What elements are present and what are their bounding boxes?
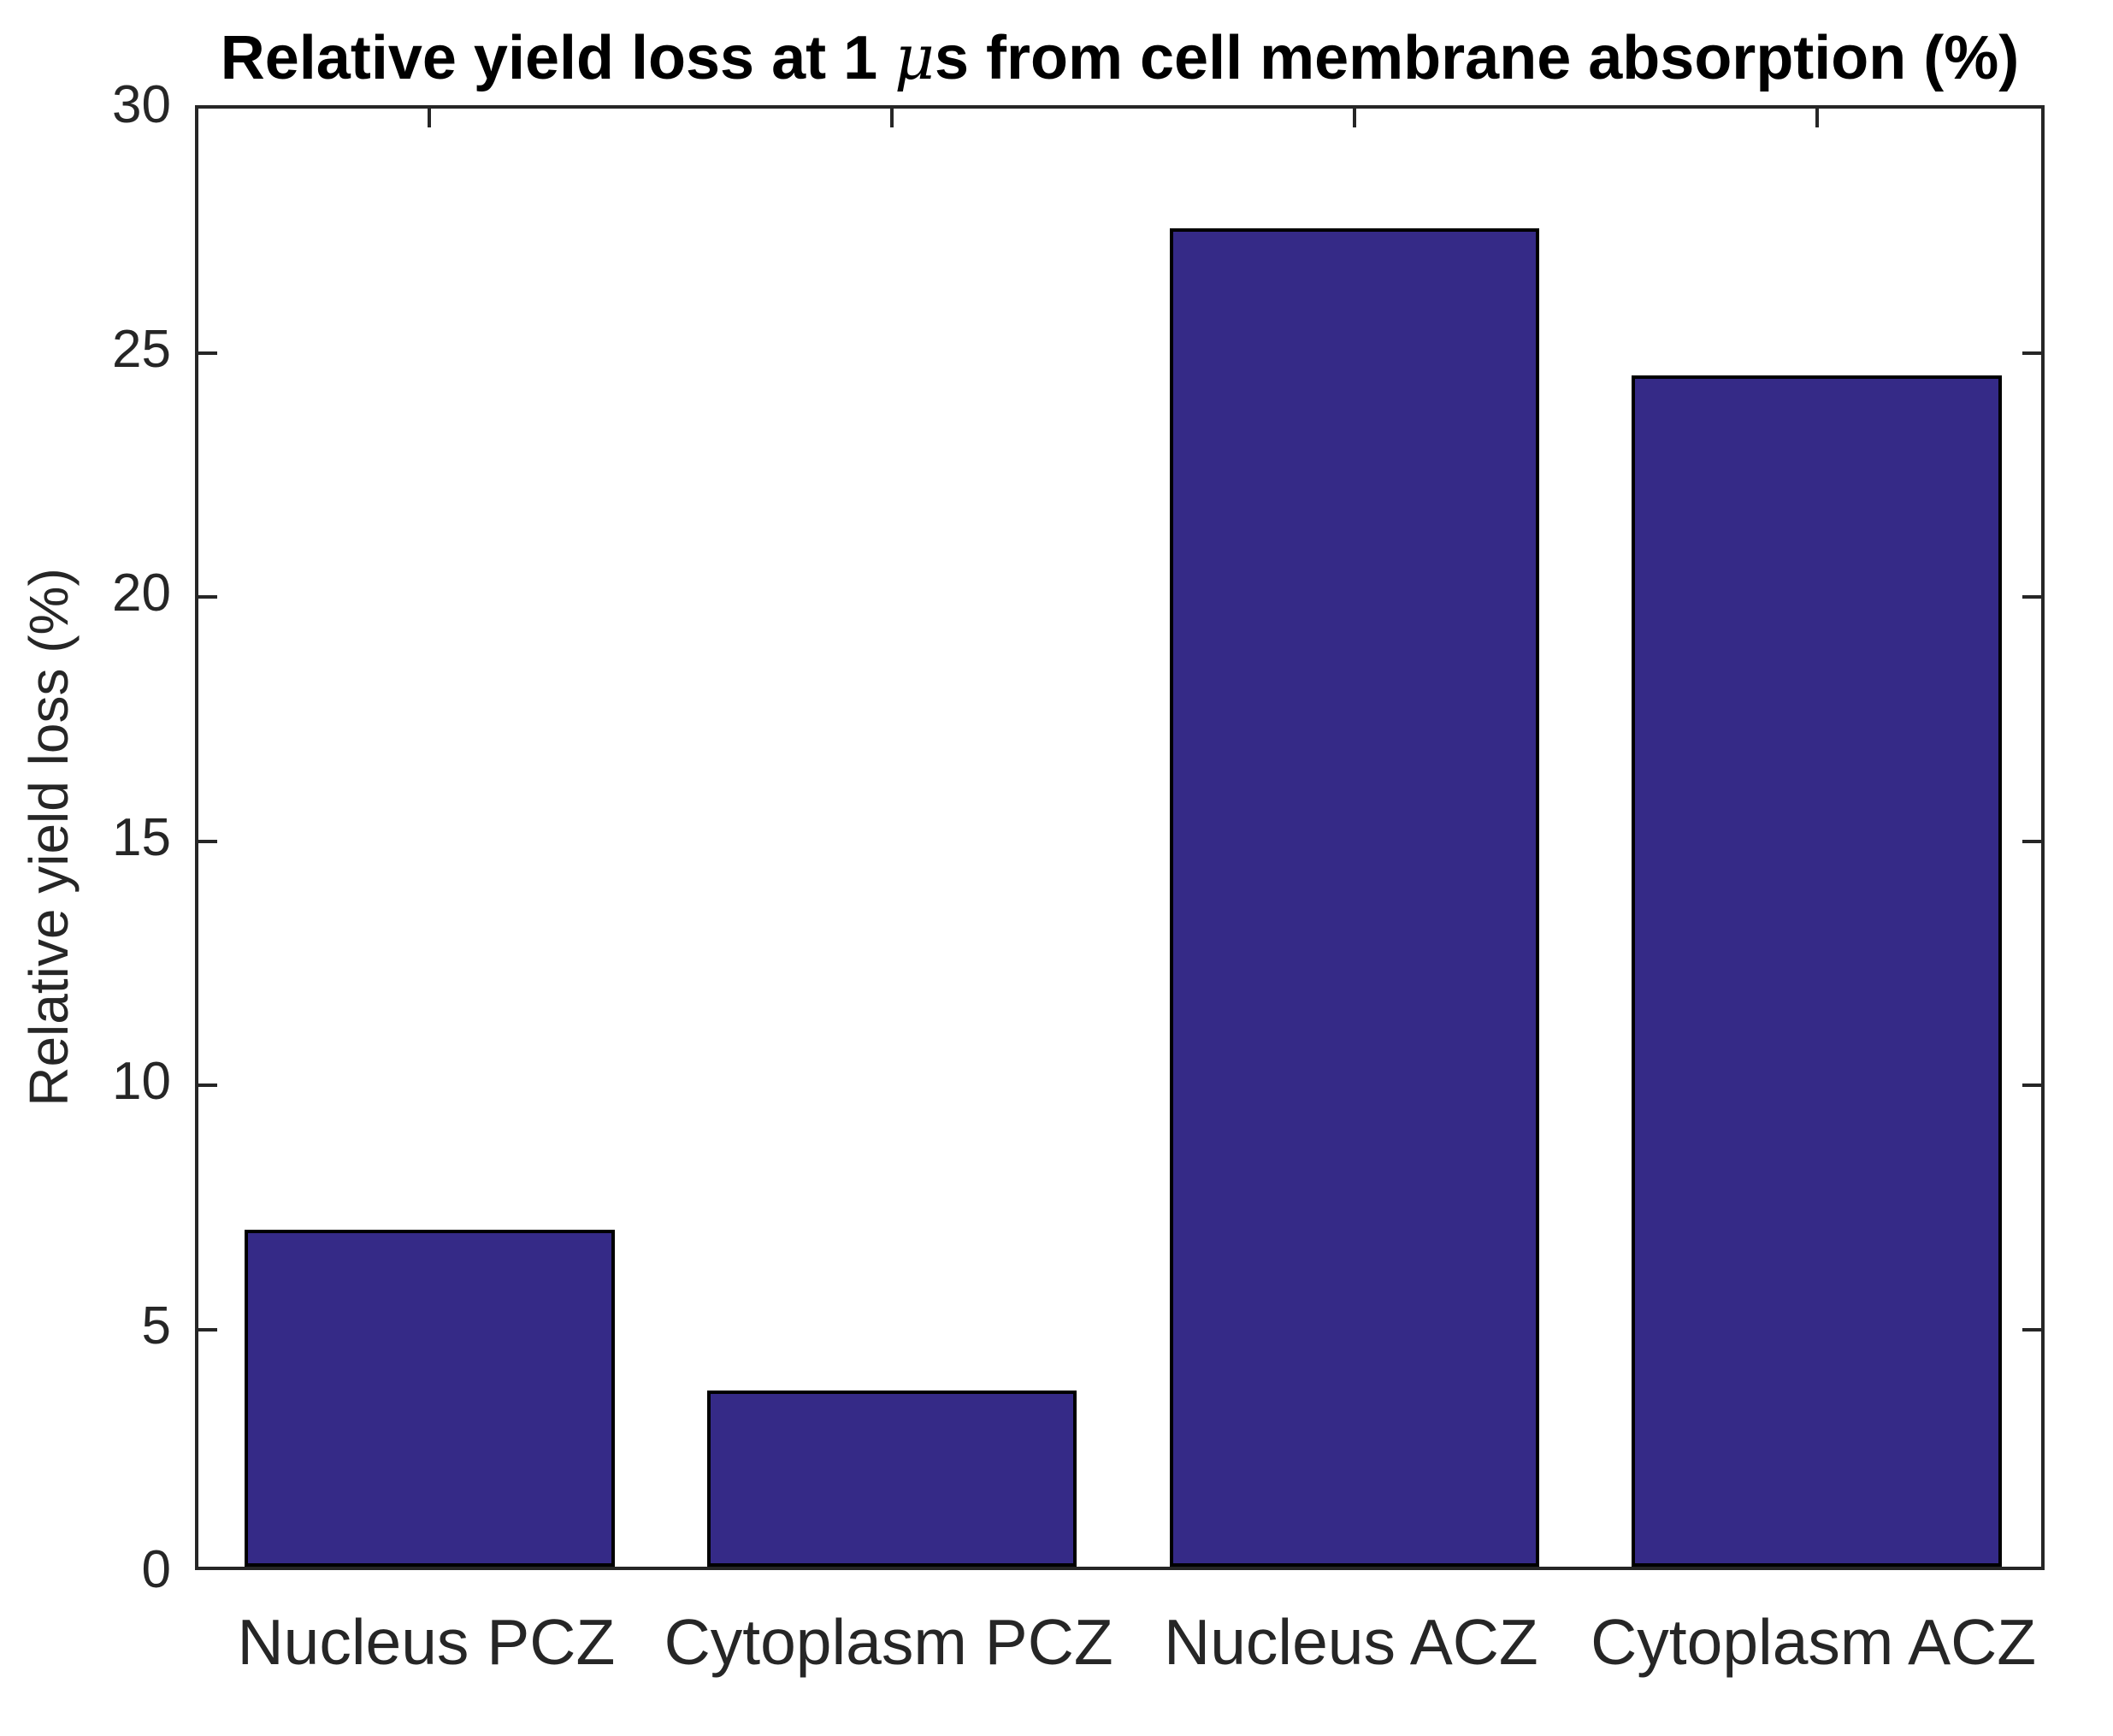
- y-axis-tick: [2022, 1084, 2041, 1087]
- y-axis-tick: [198, 1327, 217, 1332]
- chart-title-prefix: Relative yield loss at 1: [220, 24, 895, 92]
- x-axis-tick: [1815, 109, 1819, 127]
- y-axis-tick-label: 5: [141, 1296, 171, 1355]
- bar-cytoplasm-acz: [1632, 375, 2002, 1567]
- x-axis-tick: [890, 109, 894, 127]
- chart-title-suffix: s from cell membrane absorption (%): [934, 24, 2020, 92]
- mu-symbol: μ: [894, 21, 935, 93]
- y-axis-tick: [198, 351, 217, 355]
- y-axis-tick: [2022, 595, 2041, 599]
- plot-area: [195, 105, 2045, 1570]
- x-axis-tick: [1352, 109, 1356, 127]
- x-axis-category-label: Cytoplasm PCZ: [664, 1606, 1113, 1678]
- bar-nucleus-pcz: [245, 1230, 615, 1567]
- x-axis-category-label: Nucleus PCZ: [237, 1606, 616, 1678]
- y-axis-tick: [2022, 839, 2041, 843]
- y-axis-tick-label: 15: [112, 807, 171, 867]
- y-axis-tick-label: 20: [112, 564, 171, 623]
- y-axis-tick-label: 25: [112, 319, 171, 379]
- bar-nucleus-acz: [1169, 228, 1540, 1567]
- x-axis-tick: [428, 109, 432, 127]
- x-axis-category-label: Nucleus ACZ: [1164, 1606, 1538, 1678]
- y-axis-tick: [198, 595, 217, 599]
- chart-title: Relative yield loss at 1 μs from cell me…: [195, 24, 2045, 92]
- y-axis-tick-label: 30: [112, 75, 171, 134]
- x-axis-category-label: Cytoplasm ACZ: [1591, 1606, 2037, 1678]
- y-axis-tick: [198, 1084, 217, 1087]
- bar-cytoplasm-pcz: [706, 1391, 1077, 1567]
- y-axis-tick: [2022, 351, 2041, 355]
- y-axis-tick: [2022, 1327, 2041, 1332]
- y-axis-tick: [198, 839, 217, 843]
- y-axis-tick-label: 10: [112, 1052, 171, 1111]
- y-axis-tick-label: 0: [141, 1540, 171, 1599]
